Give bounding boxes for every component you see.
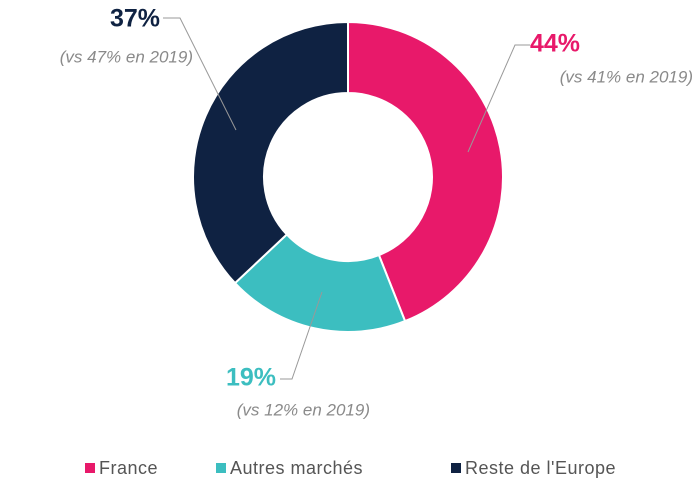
legend-label: Autres marchés — [230, 458, 363, 478]
annotation: (vs 41% en 2019) — [560, 67, 693, 86]
leader-line — [163, 17, 237, 131]
legend-label: Reste de l'Europe — [465, 458, 616, 478]
leader-line — [280, 291, 323, 380]
donut-slice — [192, 20, 349, 285]
annotation: (vs 12% en 2019) — [237, 400, 370, 419]
legend-swatch — [216, 463, 226, 473]
donut-slice — [347, 20, 504, 323]
value-label: 44% — [530, 30, 580, 58]
leader-line — [467, 44, 530, 153]
legend-swatch — [451, 463, 461, 473]
value-label: 37% — [110, 5, 160, 33]
value-label: 19% — [226, 364, 276, 392]
annotation: (vs 47% en 2019) — [60, 47, 193, 66]
legend-swatch — [85, 463, 95, 473]
legend-label: France — [99, 458, 158, 478]
